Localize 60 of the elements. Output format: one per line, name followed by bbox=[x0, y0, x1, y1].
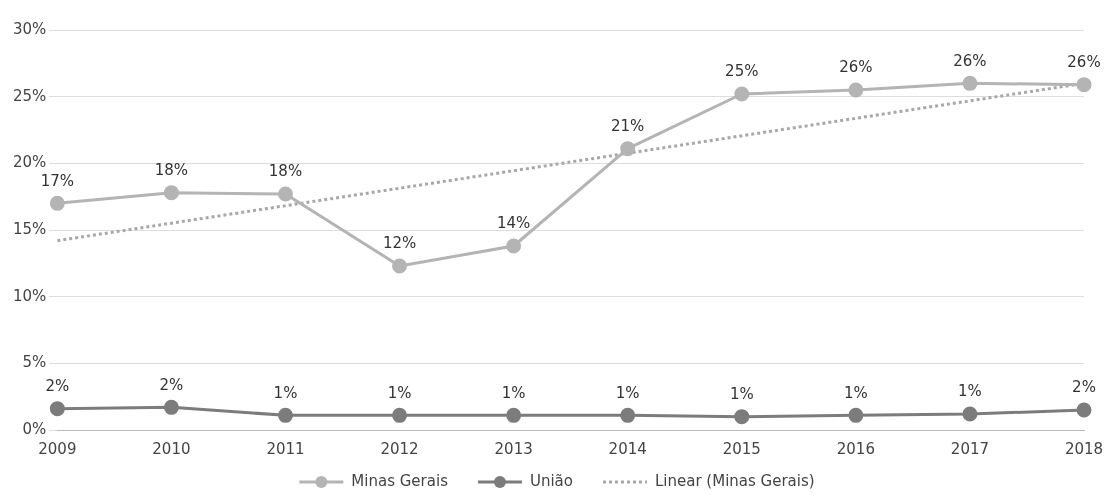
data-label: 1% bbox=[958, 382, 982, 401]
data-label: 1% bbox=[729, 385, 754, 404]
y-tick-label: 25% bbox=[13, 86, 47, 105]
point bbox=[962, 75, 978, 91]
point bbox=[506, 238, 522, 254]
data-label: 26% bbox=[953, 51, 987, 70]
legend-label: Minas Gerais bbox=[351, 471, 449, 490]
y-tick-label: 10% bbox=[13, 286, 47, 305]
point bbox=[620, 407, 636, 423]
data-label: 2% bbox=[45, 377, 70, 396]
data-label: 1% bbox=[843, 383, 868, 402]
y-tick-label: 15% bbox=[13, 219, 47, 238]
x-tick-label: 2012 bbox=[380, 439, 419, 458]
legend-label: União bbox=[529, 471, 573, 490]
data-label: 1% bbox=[615, 383, 640, 402]
y-tick-label: 0% bbox=[22, 419, 47, 438]
data-label: 1% bbox=[273, 383, 298, 402]
data-label: 2% bbox=[1072, 378, 1096, 397]
point bbox=[848, 82, 864, 98]
point bbox=[392, 258, 408, 274]
point bbox=[734, 86, 750, 102]
data-label: 26% bbox=[839, 58, 873, 77]
data-label: 25% bbox=[725, 62, 759, 81]
point bbox=[1076, 402, 1092, 418]
data-label: 21% bbox=[611, 117, 645, 136]
data-label: 26% bbox=[1067, 53, 1101, 72]
point bbox=[392, 407, 408, 423]
point bbox=[277, 407, 293, 423]
point bbox=[163, 185, 179, 201]
data-label: 2% bbox=[159, 375, 184, 394]
x-tick-label: 2013 bbox=[494, 439, 533, 458]
data-label: 1% bbox=[501, 383, 526, 402]
point bbox=[734, 409, 750, 425]
legend-label: Linear (Minas Gerais) bbox=[654, 471, 815, 490]
data-label: 17% bbox=[40, 171, 75, 190]
y-tick-label: 30% bbox=[13, 19, 47, 38]
point bbox=[163, 399, 179, 415]
x-tick-label: 2011 bbox=[266, 439, 305, 458]
point bbox=[620, 141, 636, 157]
data-label: 18% bbox=[154, 161, 189, 180]
point bbox=[962, 406, 978, 422]
x-tick-label: 2018 bbox=[1064, 439, 1104, 458]
x-tick-label: 2015 bbox=[722, 439, 761, 458]
point bbox=[49, 195, 65, 211]
data-label: 1% bbox=[387, 383, 412, 402]
y-tick-label: 20% bbox=[13, 153, 47, 172]
point bbox=[1076, 77, 1092, 93]
data-label: 18% bbox=[268, 162, 303, 181]
point bbox=[49, 401, 65, 417]
point bbox=[277, 186, 293, 202]
data-label: 12% bbox=[382, 234, 417, 253]
x-tick-label: 2016 bbox=[836, 439, 875, 458]
point bbox=[506, 407, 522, 423]
point bbox=[848, 407, 864, 423]
x-tick-label: 2017 bbox=[950, 439, 990, 458]
x-tick-label: 2014 bbox=[608, 439, 647, 458]
data-label: 14% bbox=[496, 214, 531, 233]
y-tick-label: 5% bbox=[22, 353, 47, 372]
x-tick-label: 2009 bbox=[38, 439, 77, 458]
x-tick-label: 2010 bbox=[152, 439, 191, 458]
